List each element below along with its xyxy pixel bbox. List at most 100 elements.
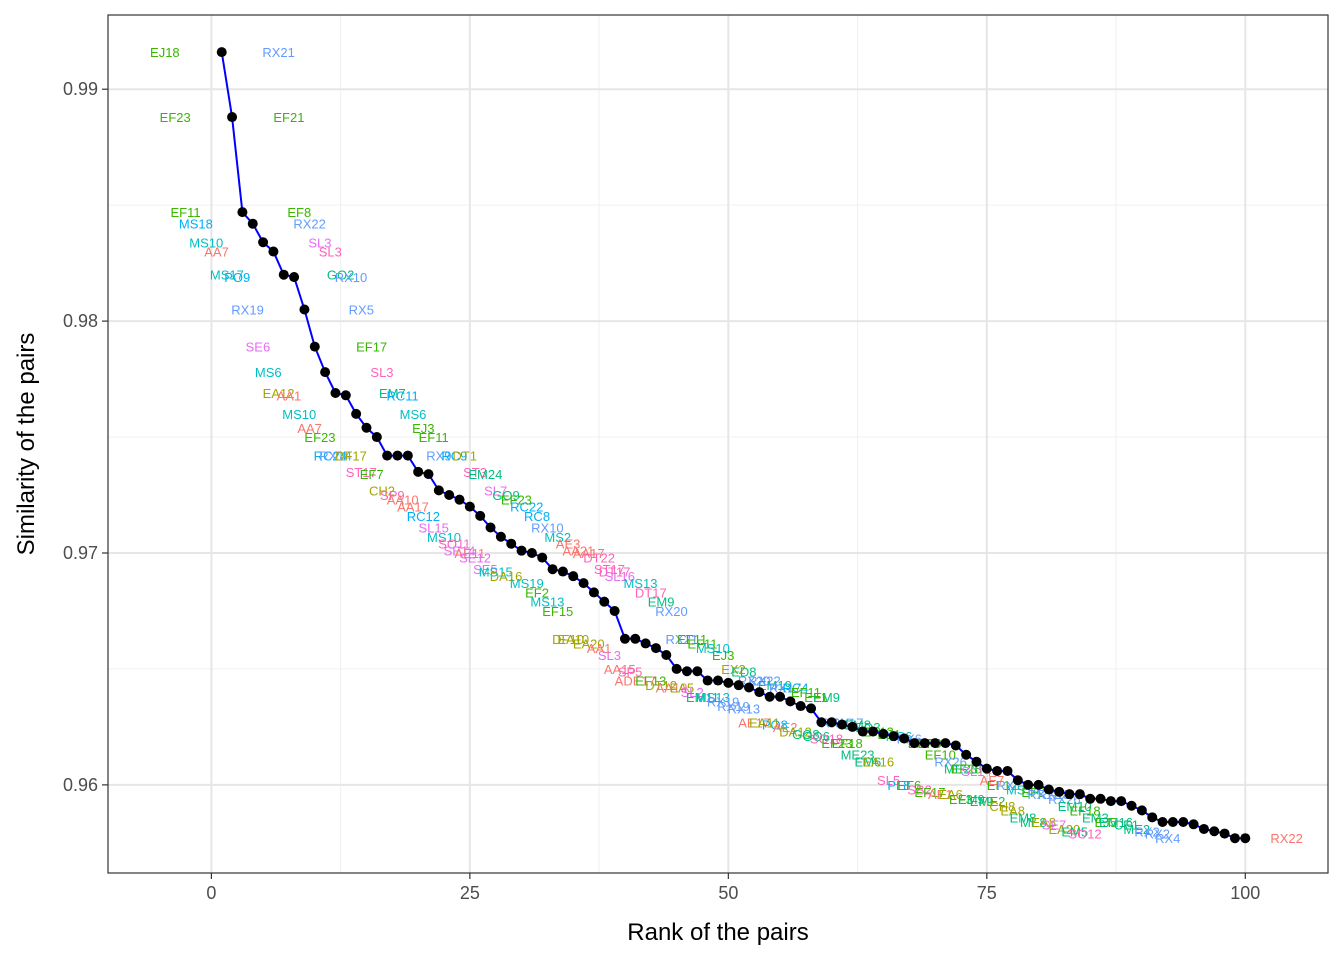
pair-label: MS6 — [400, 407, 427, 422]
pair-label: ST3 — [463, 465, 487, 480]
y-tick-label: 0.96 — [63, 775, 98, 795]
data-point — [1198, 823, 1209, 834]
data-point — [588, 587, 599, 598]
data-point — [1095, 793, 1106, 804]
pair-label: EF23 — [160, 110, 191, 125]
data-point — [630, 633, 641, 644]
pair-label: MS17 — [210, 268, 244, 283]
data-point — [1229, 833, 1240, 844]
data-point — [1064, 789, 1075, 800]
data-point — [330, 387, 341, 398]
x-tick-label: 100 — [1230, 883, 1260, 903]
data-point — [961, 749, 972, 760]
pair-label: EM24 — [468, 467, 502, 482]
data-point — [578, 578, 589, 589]
data-point — [485, 522, 496, 533]
pair-label: DT17 — [635, 585, 667, 600]
pair-label: EA16 — [862, 755, 894, 770]
pair-label: CH8 — [989, 799, 1015, 814]
data-point — [227, 112, 238, 123]
data-point — [237, 207, 248, 218]
pair-label: EA6 — [938, 787, 963, 802]
x-tick-label: 50 — [718, 883, 738, 903]
minor-gridlines — [108, 15, 1328, 873]
pair-label: RX20 — [655, 604, 688, 619]
pair-label: MS13 — [696, 690, 730, 705]
pair-label: ST17 — [346, 465, 377, 480]
pair-label: EJ3 — [712, 648, 734, 663]
pair-label: EA20 — [573, 636, 605, 651]
pair-label: EM7 — [379, 386, 406, 401]
pair-label: RX19 — [717, 699, 750, 714]
pair-label: MS10 — [189, 235, 223, 250]
pair-label: SL16 — [605, 569, 635, 584]
pair-label: RX26 — [934, 755, 967, 770]
pair-label: EF17 — [356, 340, 387, 355]
pair-label: CH2 — [369, 483, 395, 498]
pair-label: EM3 — [1082, 810, 1109, 825]
pair-label: SP5 — [618, 664, 643, 679]
pair-label: EM9 — [958, 792, 985, 807]
data-point — [216, 47, 227, 58]
data-point — [382, 450, 393, 461]
pair-label: EM9 — [813, 690, 840, 705]
pair-label: EF12 — [987, 778, 1018, 793]
pair-label: MS10 — [282, 407, 316, 422]
pair-label: RC11 — [387, 388, 419, 403]
pair-label: RX21 — [262, 45, 295, 60]
data-point — [258, 237, 269, 248]
pair-label: DT12 — [645, 678, 677, 693]
data-point — [1188, 819, 1199, 830]
plot-panel-border — [107, 14, 1329, 874]
pair-label: AE7 — [980, 773, 1005, 788]
data-point — [402, 450, 413, 461]
pair-label: SB2 — [907, 783, 932, 798]
data-point — [744, 682, 755, 693]
pair-label: EJ3 — [412, 421, 434, 436]
data-point — [692, 666, 703, 677]
pair-label: AA19 — [656, 680, 688, 695]
data-point — [640, 638, 651, 649]
pair-label: EA8 — [1031, 815, 1056, 830]
pair-label: AA7 — [297, 421, 322, 436]
pair-label: PO8 — [762, 718, 788, 733]
pair-label: SL3 — [308, 235, 331, 250]
data-point — [847, 721, 858, 732]
data-point — [619, 633, 630, 644]
pair-label: RX4 — [1155, 831, 1180, 846]
data-point — [1157, 816, 1168, 827]
pair-label: SL7 — [484, 483, 507, 498]
pair-label: MS19 — [510, 576, 544, 591]
pair-label: RX19 — [707, 694, 740, 709]
pair-label: SL3 — [370, 365, 393, 380]
y-axis-title: Similarity of the pairs — [13, 333, 40, 556]
pair-label: EF11 — [419, 430, 449, 445]
pair-label: RX21 — [666, 632, 699, 647]
data-point — [371, 432, 382, 443]
pair-label: EF9 — [970, 794, 994, 809]
data-point — [671, 663, 682, 674]
pair-label: ST17 — [594, 562, 625, 577]
pair-label: EA5 — [670, 680, 695, 695]
data-point — [1074, 789, 1085, 800]
pair-label: RC9 — [441, 449, 467, 464]
pair-label: AA17 — [397, 500, 429, 515]
y-tick-label: 0.97 — [63, 543, 98, 563]
data-point — [1043, 784, 1054, 795]
data-point — [444, 490, 455, 501]
pair-label: SE6 — [246, 340, 271, 355]
pair-label: DA12 — [779, 725, 812, 740]
data-point — [1054, 786, 1065, 797]
data-point — [1219, 828, 1230, 839]
x-tick-label: 25 — [460, 883, 480, 903]
pair-label: DF10 — [552, 632, 584, 647]
pair-label: EF1 — [804, 690, 828, 705]
pair-label: RX13 — [728, 701, 761, 716]
pair-label: DT22 — [583, 551, 615, 566]
data-point — [1126, 800, 1137, 811]
pair-label: EF18 — [832, 736, 863, 751]
pair-label: RC12 — [407, 509, 440, 524]
pair-label: MS18 — [179, 217, 213, 232]
data-point — [888, 731, 899, 742]
pair-label: EF3 — [949, 792, 973, 807]
